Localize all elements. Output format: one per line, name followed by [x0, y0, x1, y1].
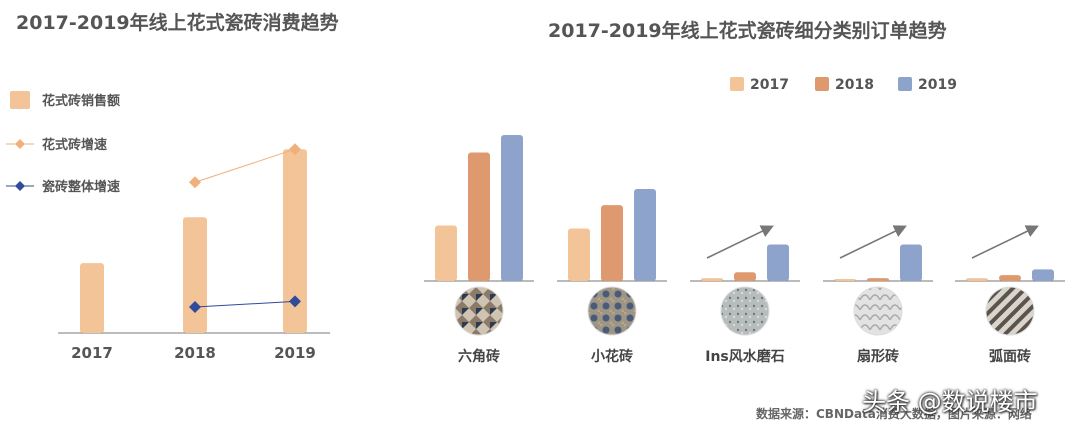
overall-tile-growth-point-0 [189, 300, 201, 313]
bar-2017-1 [568, 228, 590, 281]
bar-2019-1 [634, 189, 656, 281]
bar-2017-0 [435, 225, 457, 281]
category-label-3: 扇形砖 [857, 348, 899, 365]
trend-arrow-2 [706, 225, 774, 259]
x-tick-2019: 2019 [274, 344, 316, 362]
legend-label-2018: 2018 [835, 77, 874, 93]
bar-2019-2 [767, 244, 789, 281]
category-label-0: 六角砖 [458, 348, 500, 365]
x-tick-2018: 2018 [174, 344, 216, 362]
tile-thumbnail-2 [720, 286, 770, 336]
bar-2018-0 [468, 152, 490, 281]
category-label-4: 弧面砖 [989, 348, 1031, 365]
bar-2019-4 [1032, 269, 1054, 281]
left-chart-title: 2017-2019年线上花式瓷砖消费趋势 [16, 12, 339, 34]
bar-2019-0 [501, 135, 523, 281]
bar-2018-3 [867, 278, 889, 281]
tile-thumbnail-3 [853, 286, 903, 336]
bar-2018-4 [999, 275, 1021, 281]
x-tick-2017: 2017 [71, 344, 113, 362]
right-chart: 六角砖 小花砖 Ins风水磨石 扇形砖 弧面砖 2017 2018 2019 [424, 77, 1065, 365]
fancy-tile-growth-line [194, 148, 296, 183]
category-label-2: Ins风水磨石 [705, 348, 785, 365]
sales-bar-2018 [183, 217, 207, 333]
tile-thumbnail-4 [985, 286, 1035, 336]
tile-thumbnail-1 [587, 286, 637, 336]
legend-swatch-overall-growth-marker [15, 181, 25, 191]
bar-2019-3 [900, 244, 922, 281]
legend-swatch-2017 [730, 77, 744, 91]
legend-swatch-2018 [815, 77, 829, 91]
sales-bar-2017 [80, 263, 104, 333]
trend-arrow-3 [839, 225, 907, 259]
fancy-tile-growth-point-1 [289, 143, 301, 156]
legend-label-2019: 2019 [918, 77, 957, 93]
legend-label-0: 花式砖销售额 [42, 93, 120, 109]
legend-label-2017: 2017 [750, 77, 789, 93]
legend-label-1: 花式砖增速 [42, 137, 107, 153]
data-source-note: 数据来源：CBNData消费大数据，图片来源：网络 [756, 407, 1032, 421]
overall-tile-growth-point-1 [289, 295, 301, 308]
trend-arrow-4 [971, 225, 1039, 259]
bar-2017-3 [834, 279, 856, 281]
right-chart-title: 2017-2019年线上花式瓷砖细分类别订单趋势 [548, 20, 947, 42]
sales-bar-2019 [283, 149, 307, 333]
bar-2017-4 [966, 278, 988, 281]
tile-thumbnail-0 [454, 286, 504, 336]
bar-2017-2 [701, 278, 723, 281]
overall-tile-growth-line [194, 300, 296, 308]
legend-swatch-2019 [898, 77, 912, 91]
legend-swatch-sales [10, 91, 30, 109]
bar-2018-2 [734, 272, 756, 281]
fancy-tile-growth-point-0 [189, 176, 201, 189]
legend-label-2: 瓷砖整体增速 [42, 179, 120, 195]
legend-swatch-fancy-growth-marker [15, 139, 25, 149]
bar-2018-1 [601, 205, 623, 281]
watermark: 头条 @数说楼市 [862, 388, 1038, 416]
category-label-1: 小花砖 [591, 348, 633, 365]
